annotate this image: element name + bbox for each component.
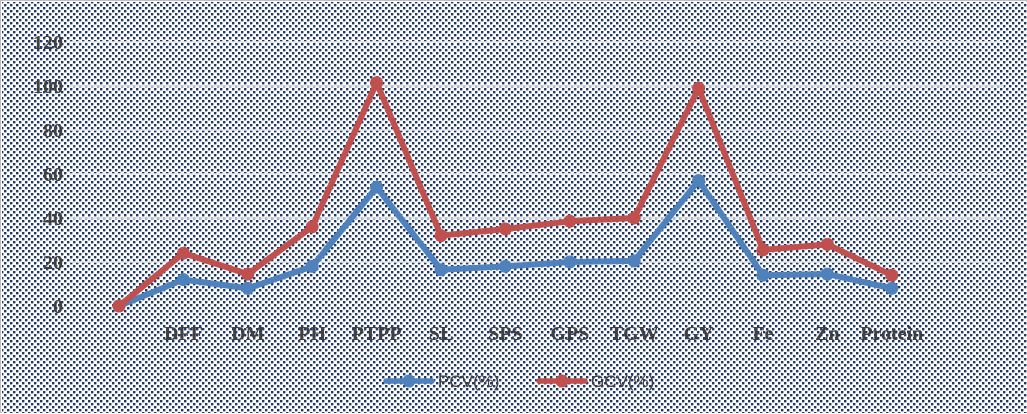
data-point	[627, 254, 641, 268]
data-point	[820, 267, 834, 281]
x-tick-label: SPS	[488, 323, 522, 345]
x-tick-label: GY	[684, 323, 715, 345]
x-tick-label: DM	[231, 323, 264, 345]
data-point	[112, 299, 126, 313]
y-tick-label: 40	[43, 208, 63, 230]
x-tick-label: Zn	[815, 323, 839, 345]
x-tick-label: Protein	[860, 323, 923, 345]
data-point	[627, 211, 641, 225]
data-point	[241, 267, 255, 281]
data-point	[370, 180, 384, 194]
y-tick-label: 0	[53, 296, 63, 318]
legend: PCV(%) GCV(%)	[383, 372, 654, 391]
y-tick-label: 80	[43, 120, 63, 142]
data-point	[434, 263, 448, 277]
x-tick-label: DFF	[164, 323, 203, 345]
data-point	[885, 268, 899, 282]
data-point	[563, 255, 577, 269]
data-point	[885, 281, 899, 295]
data-point	[563, 214, 577, 228]
data-point	[305, 259, 319, 273]
x-tick-label: Fe	[752, 323, 773, 345]
x-tick-label: SL	[429, 323, 453, 345]
y-tick-label: 120	[33, 32, 63, 54]
data-point	[305, 220, 319, 234]
data-point	[370, 76, 384, 90]
data-point	[498, 222, 512, 236]
legend-label: GCV(%)	[591, 372, 654, 391]
x-tick-label: GPS	[550, 323, 589, 345]
data-point	[434, 229, 448, 243]
data-point	[756, 243, 770, 257]
x-tick-label: PTPP	[352, 323, 402, 345]
y-tick-label: 20	[43, 252, 63, 274]
data-point	[820, 237, 834, 251]
y-tick-label: 60	[43, 164, 63, 186]
x-tick-label: PH	[298, 323, 326, 345]
data-point	[692, 81, 706, 95]
data-point	[692, 174, 706, 188]
legend-swatch-marker	[555, 374, 569, 388]
data-point	[498, 259, 512, 273]
data-point	[756, 268, 770, 282]
legend-swatch-marker	[402, 374, 416, 388]
y-tick-label: 100	[33, 76, 63, 98]
legend-label: PCV(%)	[438, 372, 499, 391]
x-tick-label: TGW	[610, 323, 659, 345]
data-point	[176, 246, 190, 260]
data-point	[176, 273, 190, 287]
data-point	[241, 281, 255, 295]
